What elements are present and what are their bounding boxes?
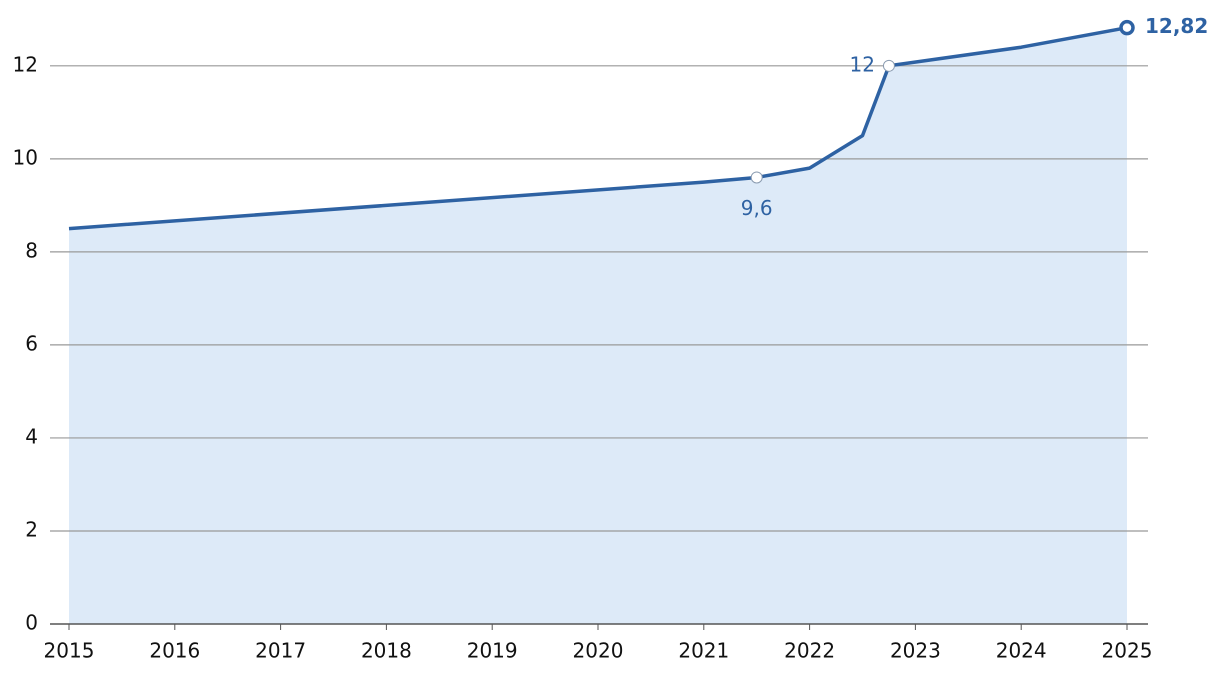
area <box>69 27 1127 624</box>
marker <box>882 59 895 72</box>
value-label: 9,6 <box>741 196 773 220</box>
x-tick-label: 2021 <box>678 639 729 663</box>
value-label: 12 <box>849 52 874 76</box>
x-tick-label: 2019 <box>467 639 518 663</box>
x-tick-label: 2018 <box>361 639 412 663</box>
y-tick-label: 12 <box>13 52 38 76</box>
y-tick-label: 6 <box>25 331 38 355</box>
marker <box>750 171 763 184</box>
x-tick-label: 2020 <box>573 639 624 663</box>
y-tick-label: 4 <box>25 424 38 448</box>
x-tick-label: 2025 <box>1102 639 1153 663</box>
x-tick-label: 2023 <box>890 639 941 663</box>
x-tick-label: 2024 <box>996 639 1047 663</box>
x-tick-label: 2022 <box>784 639 835 663</box>
x-tick-label: 2016 <box>149 639 200 663</box>
value-label: 12,82 <box>1145 14 1208 38</box>
y-tick-label: 10 <box>13 145 38 169</box>
marker <box>1119 19 1135 36</box>
x-tick-label: 2017 <box>255 639 306 663</box>
y-tick-label: 2 <box>25 517 38 541</box>
y-tick-label: 8 <box>25 238 38 262</box>
y-tick-label: 0 <box>25 611 38 635</box>
line <box>68 25 1128 231</box>
x-tick-label: 2015 <box>44 639 95 663</box>
